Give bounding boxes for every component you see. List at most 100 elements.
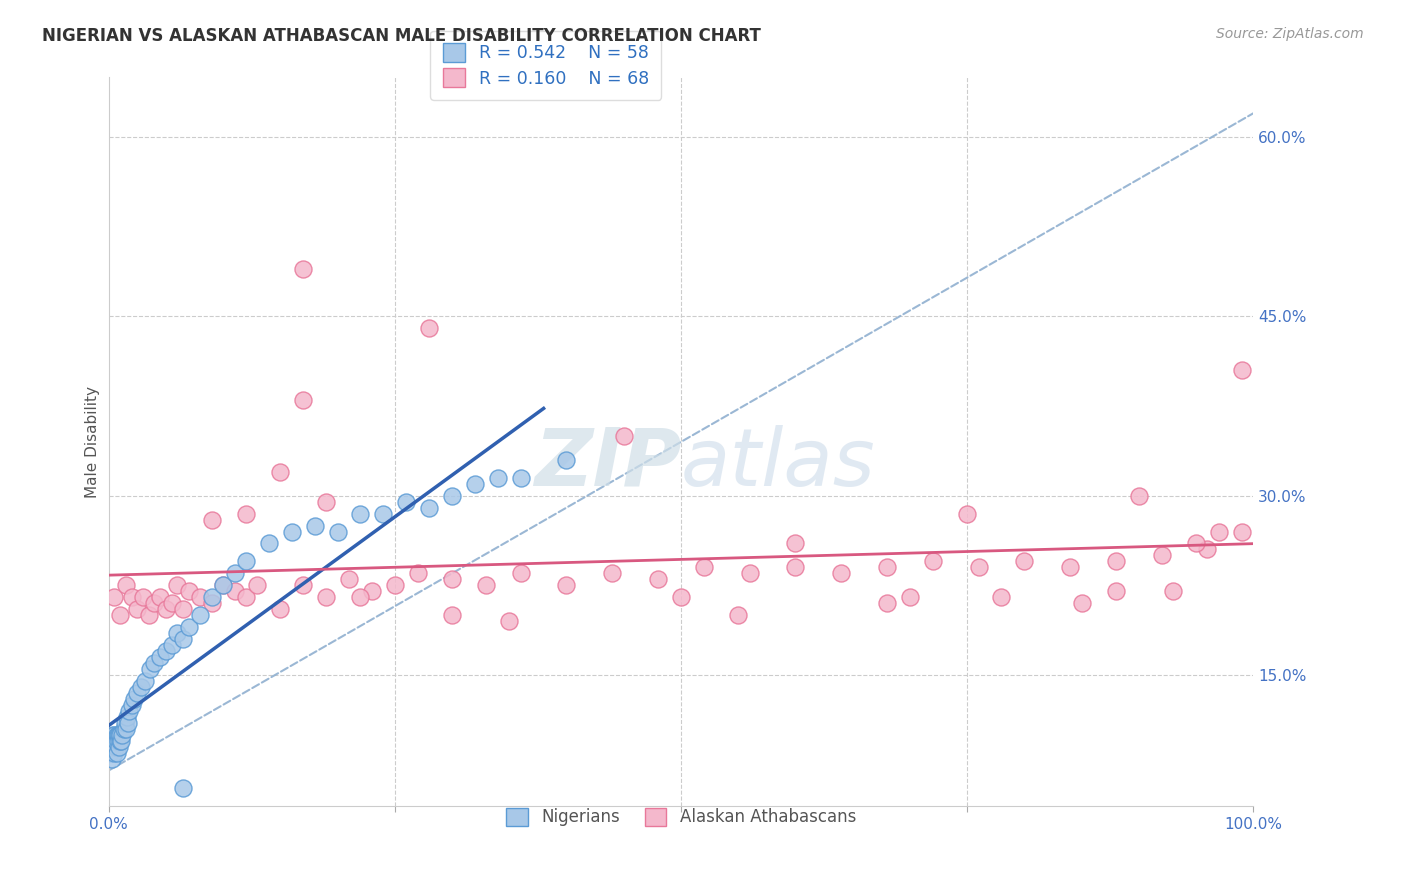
Point — [103, 728, 125, 742]
Point — [600, 566, 623, 581]
Point — [613, 429, 636, 443]
Point — [669, 591, 692, 605]
Point — [118, 704, 141, 718]
Point — [127, 602, 149, 616]
Point — [108, 728, 131, 742]
Point — [100, 739, 122, 754]
Point — [143, 596, 166, 610]
Point — [384, 578, 406, 592]
Point — [373, 507, 395, 521]
Point — [114, 722, 136, 736]
Point — [830, 566, 852, 581]
Point — [1161, 584, 1184, 599]
Point — [107, 728, 129, 742]
Point — [486, 471, 509, 485]
Point — [188, 608, 211, 623]
Point — [114, 578, 136, 592]
Point — [111, 728, 134, 742]
Point — [921, 554, 943, 568]
Point — [406, 566, 429, 581]
Point — [166, 626, 188, 640]
Point — [114, 715, 136, 730]
Legend: Nigerians, Alaskan Athabascans: Nigerians, Alaskan Athabascans — [498, 799, 865, 835]
Point — [693, 560, 716, 574]
Point — [246, 578, 269, 592]
Point — [132, 591, 155, 605]
Point — [738, 566, 761, 581]
Point — [315, 591, 337, 605]
Point — [509, 471, 531, 485]
Point — [292, 393, 315, 408]
Point — [212, 578, 235, 592]
Point — [1230, 363, 1253, 377]
Point — [117, 715, 139, 730]
Point — [149, 591, 172, 605]
Point — [1105, 584, 1128, 599]
Point — [647, 572, 669, 586]
Point — [1150, 549, 1173, 563]
Point — [555, 453, 578, 467]
Point — [103, 728, 125, 742]
Point — [498, 614, 520, 628]
Point — [122, 691, 145, 706]
Point — [224, 566, 246, 581]
Point — [103, 746, 125, 760]
Point — [292, 578, 315, 592]
Point — [177, 584, 200, 599]
Point — [349, 507, 371, 521]
Point — [1185, 536, 1208, 550]
Point — [418, 321, 440, 335]
Point — [224, 584, 246, 599]
Point — [188, 591, 211, 605]
Point — [269, 465, 291, 479]
Point — [1014, 554, 1036, 568]
Point — [1208, 524, 1230, 539]
Point — [201, 513, 224, 527]
Point — [101, 733, 124, 747]
Point — [440, 489, 463, 503]
Point — [464, 476, 486, 491]
Point — [143, 656, 166, 670]
Point — [235, 591, 257, 605]
Point — [785, 560, 807, 574]
Point — [121, 591, 143, 605]
Point — [304, 518, 326, 533]
Point — [108, 733, 131, 747]
Point — [967, 560, 990, 574]
Point — [1230, 524, 1253, 539]
Point — [160, 638, 183, 652]
Point — [155, 644, 177, 658]
Point — [177, 620, 200, 634]
Point — [876, 560, 898, 574]
Point — [104, 733, 127, 747]
Point — [103, 739, 125, 754]
Point — [440, 608, 463, 623]
Point — [315, 494, 337, 508]
Point — [269, 602, 291, 616]
Point — [129, 680, 152, 694]
Point — [440, 572, 463, 586]
Point — [105, 746, 128, 760]
Point — [1070, 596, 1092, 610]
Point — [155, 602, 177, 616]
Point — [108, 728, 131, 742]
Point — [475, 578, 498, 592]
Point — [349, 591, 371, 605]
Point — [201, 596, 224, 610]
Point — [235, 507, 257, 521]
Point — [281, 524, 304, 539]
Point — [105, 728, 128, 742]
Point — [98, 746, 121, 760]
Point — [107, 733, 129, 747]
Point — [956, 507, 979, 521]
Point — [160, 596, 183, 610]
Point — [395, 494, 418, 508]
Point — [326, 524, 349, 539]
Point — [418, 500, 440, 515]
Point — [235, 554, 257, 568]
Point — [149, 650, 172, 665]
Text: ZIP: ZIP — [534, 425, 681, 503]
Point — [115, 710, 138, 724]
Point — [134, 673, 156, 688]
Point — [785, 536, 807, 550]
